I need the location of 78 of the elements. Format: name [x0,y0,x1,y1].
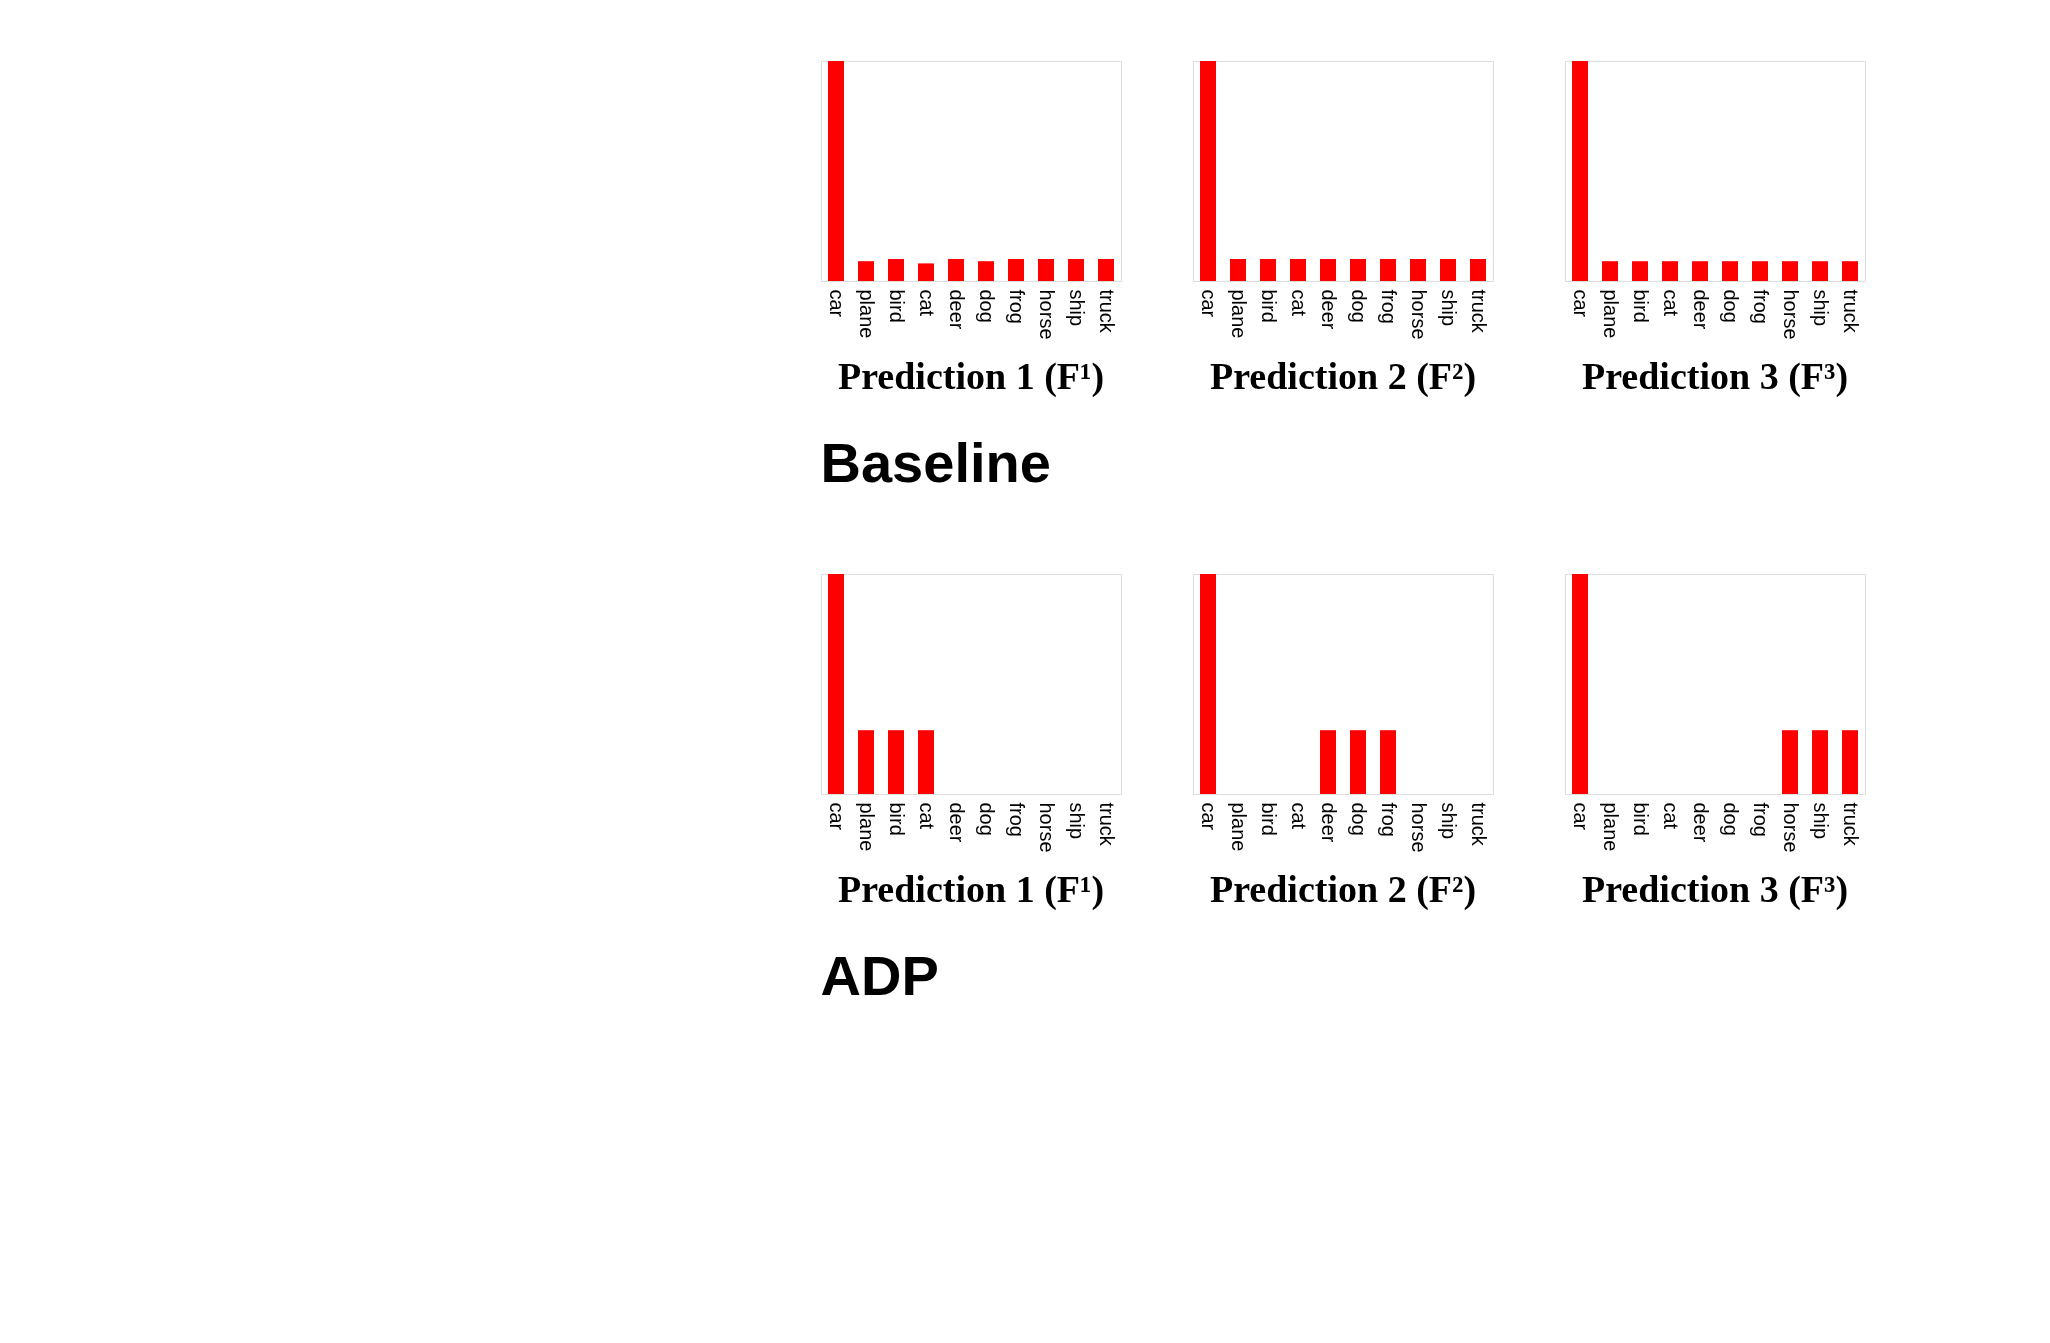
x-tick-label: dog [976,802,998,836]
x-tick-label: ship [1066,289,1088,327]
x-tick-label: car [1570,802,1592,831]
x-tick-label: bird [1630,802,1652,836]
x-tick-label: cat [916,289,938,317]
text: Prediction 3 (F³) [1581,868,1849,912]
x-tick-label: car [826,802,848,831]
x-tick-label: truck [1840,289,1862,334]
x-tick-label: truck [1096,289,1118,334]
bar [888,259,904,281]
x-tick-label: frog [1750,289,1772,324]
x-tick-label: dog [1720,802,1742,836]
text: Prediction 2 (F²) [1209,868,1477,912]
text: Baseline [820,430,1051,494]
x-tick-label: truck [1840,802,1862,847]
x-tick-label: cat [1660,289,1682,317]
text: Prediction 1 (F¹) [837,355,1105,399]
x-tick-label: car [1198,289,1220,318]
x-tick-label: truck [1468,289,1490,334]
text: ADP [820,943,939,1007]
x-tick-label: truck [1468,802,1490,847]
text: Prediction 2 (F²) [1209,355,1477,399]
x-tick-label: ship [1066,802,1088,840]
x-tick-label: car [1570,289,1592,318]
bar [978,261,994,281]
text: Prediction 1 (F¹) [837,868,1105,912]
x-tick-label: horse [1780,802,1802,853]
x-tick-label: bird [886,289,908,323]
x-tick-label: frog [1750,802,1772,837]
x-tick-label: bird [1630,289,1652,323]
bar [1098,259,1114,281]
x-tick-label: ship [1438,289,1460,327]
x-tick-label: horse [1780,289,1802,340]
x-tick-label: plane [1600,289,1622,339]
x-tick-label: car [826,289,848,318]
bar [1068,259,1084,281]
x-tick-label: frog [1006,289,1028,324]
bar [828,61,844,281]
x-tick-label: cat [1660,802,1682,830]
x-tick-label: bird [886,802,908,836]
x-tick-label: deer [946,289,968,330]
x-tick-label: frog [1378,802,1400,837]
x-tick-label: dog [1720,289,1742,323]
x-tick-label: dog [1348,802,1370,836]
bar [1038,259,1054,281]
x-tick-label: dog [976,289,998,323]
bar [858,261,874,281]
x-tick-label: deer [1318,802,1340,843]
x-tick-label: deer [946,802,968,843]
text: Prediction 3 (F³) [1581,355,1849,399]
x-tick-label: deer [1690,289,1712,330]
x-tick-label: plane [856,802,878,852]
x-tick-label: cat [916,802,938,830]
x-tick-label: cat [1288,289,1310,317]
x-tick-label: bird [1258,289,1280,323]
x-tick-label: ship [1438,802,1460,840]
x-tick-label: dog [1348,289,1370,323]
x-tick-label: plane [856,289,878,339]
x-tick-label: bird [1258,802,1280,836]
x-tick-label: ship [1810,289,1832,327]
bar [918,263,934,281]
x-tick-label: frog [1378,289,1400,324]
x-tick-label: horse [1408,289,1430,340]
x-tick-label: deer [1690,802,1712,843]
x-tick-label: truck [1096,802,1118,847]
bar [948,259,964,281]
x-tick-label: plane [1228,289,1250,339]
x-tick-label: ship [1810,802,1832,840]
x-tick-label: frog [1006,802,1028,837]
x-tick-label: plane [1228,802,1250,852]
x-tick-label: cat [1288,802,1310,830]
x-tick-label: plane [1600,802,1622,852]
x-tick-label: horse [1036,802,1058,853]
x-tick-label: horse [1036,289,1058,340]
x-tick-label: car [1198,802,1220,831]
bar [1008,259,1024,281]
x-tick-label: horse [1408,802,1430,853]
x-tick-label: deer [1318,289,1340,330]
